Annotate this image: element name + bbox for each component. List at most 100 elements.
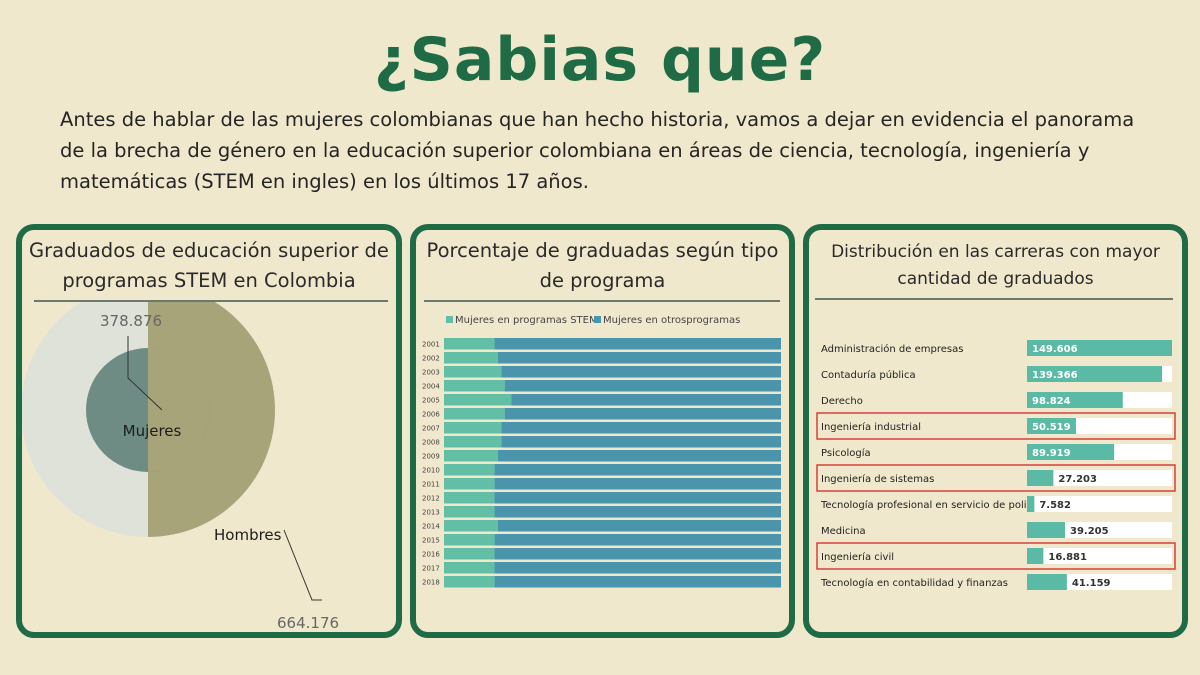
value-label: 50.519: [1032, 422, 1071, 433]
bar-value: [1027, 444, 1115, 460]
bar-otros-2001: [494, 338, 781, 350]
year-tick-label: 2018: [422, 579, 440, 587]
highlight-box: [816, 542, 1176, 570]
bar-otros-2016: [494, 548, 781, 560]
page-title: ¿Sabias que?: [373, 25, 827, 95]
percentage-panel: Porcentaje de graduadas según tipo de pr…: [410, 224, 795, 638]
year-tick-label: 2012: [422, 495, 440, 503]
bar-value: [1027, 418, 1076, 434]
graduates-panel: Graduados de educación superior de progr…: [16, 224, 402, 638]
bar-stem-2013: [444, 506, 495, 518]
bar-stem-2005: [444, 394, 512, 406]
bar-value: [1027, 496, 1035, 512]
bar-otros-2010: [494, 464, 781, 476]
highlight-box: [816, 412, 1176, 440]
value-label: 149.606: [1032, 344, 1078, 355]
year-tick-label: 2014: [422, 523, 440, 531]
year-tick-label: 2003: [422, 369, 440, 377]
career-label: Ingeniería de sistemas: [821, 473, 934, 485]
hombres-inner-slice: [148, 348, 210, 472]
bar-otros-2014: [497, 520, 781, 532]
year-tick-label: 2009: [422, 453, 440, 461]
highlight-box: [816, 464, 1176, 492]
value-label: 98.824: [1032, 396, 1071, 407]
bar-otros-2008: [501, 436, 781, 448]
value-label: 39.205: [1070, 526, 1109, 537]
title-divider: [815, 298, 1173, 300]
mujeres-label: Mujeres: [123, 422, 182, 440]
bar-track: [1027, 548, 1172, 564]
bar-track: [1027, 496, 1172, 512]
bar-otros-2006: [504, 408, 781, 420]
year-tick-label: 2010: [422, 467, 440, 475]
bar-stem-2007: [444, 422, 502, 434]
value-label: 16.881: [1048, 552, 1087, 563]
legend-swatch-otros: [594, 316, 601, 323]
bar-otros-2015: [494, 534, 781, 546]
bar-stem-2012: [444, 492, 495, 504]
value-label: 7.582: [1039, 500, 1071, 511]
bar-otros-2005: [511, 394, 781, 406]
year-tick-label: 2007: [422, 425, 440, 433]
bar-stem-2001: [444, 338, 495, 350]
bar-otros-2002: [497, 352, 781, 364]
bar-otros-2017: [494, 562, 781, 574]
year-tick-label: 2005: [422, 397, 440, 405]
bar-stem-2009: [444, 450, 498, 462]
bar-stem-2014: [444, 520, 498, 532]
career-label: Administración de empresas: [821, 343, 963, 355]
intro-paragraph: Antes de hablar de las mujeres colombian…: [60, 108, 1135, 193]
legend-swatch-stem: [446, 316, 453, 323]
bar-otros-2004: [504, 380, 781, 392]
career-label: Ingeniería civil: [821, 551, 894, 563]
career-label: Tecnología en contabilidad y finanzas: [820, 577, 1008, 589]
career-label: Ingeniería industrial: [821, 421, 921, 433]
bar-otros-2012: [494, 492, 781, 504]
graduates-donut-chart: Mujeres Hombres 378.876 664.176: [22, 302, 339, 632]
bar-value: [1027, 366, 1163, 382]
bar-value: [1027, 548, 1044, 564]
year-tick-label: 2001: [422, 341, 440, 349]
bar-stem-2011: [444, 478, 495, 490]
hombres-value-label: 664.176: [277, 614, 339, 632]
bar-otros-2013: [494, 506, 781, 518]
value-label: 89.919: [1032, 448, 1071, 459]
bar-value: [1027, 574, 1067, 590]
bar-otros-2003: [501, 366, 781, 378]
year-tick-label: 2017: [422, 565, 440, 573]
bar-stem-2018: [444, 576, 495, 588]
bar-value: [1027, 392, 1123, 408]
bar-value: [1027, 470, 1054, 486]
bar-track: [1027, 470, 1172, 486]
bar-stem-2004: [444, 380, 505, 392]
bar-otros-2009: [497, 450, 781, 462]
mujeres-leader-line: [127, 336, 163, 411]
bar-stem-2015: [444, 534, 495, 546]
hombres-leader-line: [283, 529, 322, 601]
year-tick-label: 2002: [422, 355, 440, 363]
bar-stem-2010: [444, 464, 495, 476]
bar-stem-2003: [444, 366, 502, 378]
title-divider: [34, 300, 388, 302]
value-label: 139.366: [1032, 370, 1078, 381]
year-tick-label: 2016: [422, 551, 440, 559]
mujeres-value-label: 378.876: [100, 312, 162, 330]
bar-otros-2011: [494, 478, 781, 490]
year-tick-label: 2008: [422, 439, 440, 447]
bar-stem-2002: [444, 352, 498, 364]
legend-label-stem: Mujeres en programas STEM: [455, 315, 598, 326]
career-label: Contaduría pública: [821, 369, 916, 381]
career-label: Medicina: [821, 526, 866, 537]
careers-bar-chart: Administración de empresas 149.606 Contadu…: [816, 340, 1176, 590]
bar-otros-2018: [494, 576, 781, 588]
value-label: 41.159: [1072, 578, 1111, 589]
careers-panel: Distribución en las carreras con mayor c…: [803, 224, 1188, 638]
year-tick-label: 2011: [422, 481, 440, 489]
year-tick-label: 2013: [422, 509, 440, 517]
hombres-label: Hombres: [214, 526, 282, 544]
percentage-stacked-chart: Mujeres en programas STEM Mujeres en otro…: [422, 315, 781, 588]
bar-otros-2007: [501, 422, 781, 434]
year-tick-label: 2015: [422, 537, 440, 545]
legend-label-otros: Mujeres en otrosprogramas: [603, 315, 740, 326]
careers-panel-title: Distribución en las carreras con mayor c…: [831, 242, 1160, 289]
